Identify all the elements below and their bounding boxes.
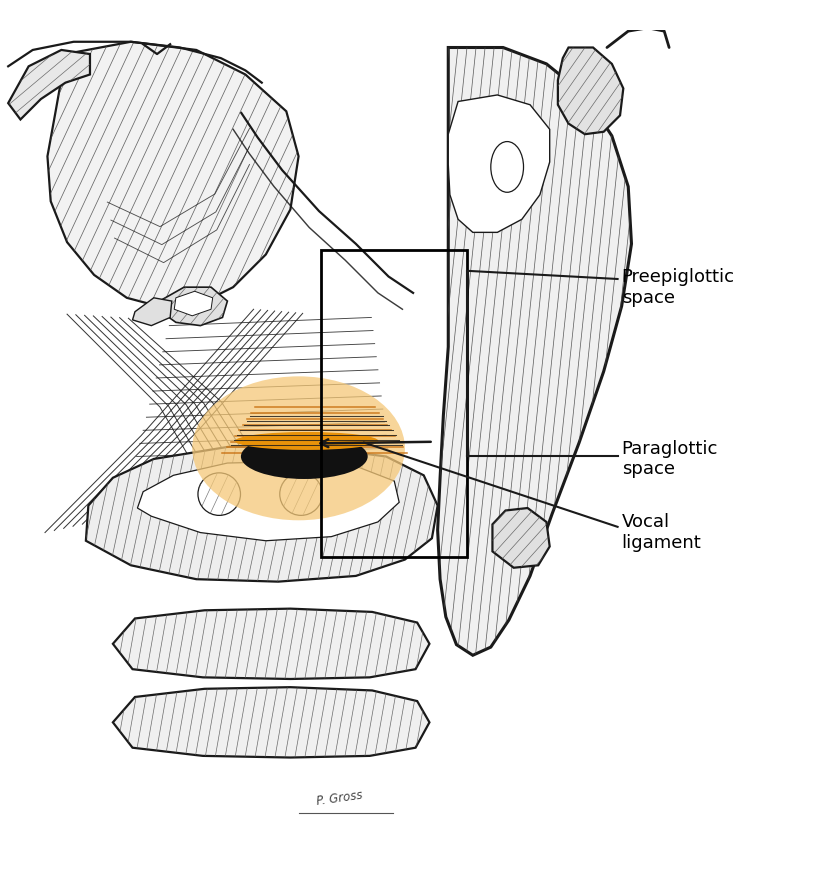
- Polygon shape: [133, 298, 172, 325]
- Polygon shape: [174, 291, 213, 316]
- Polygon shape: [113, 609, 429, 679]
- Polygon shape: [558, 47, 623, 134]
- Ellipse shape: [236, 432, 379, 450]
- Ellipse shape: [192, 376, 405, 520]
- Text: P. Gross: P. Gross: [316, 788, 363, 808]
- Polygon shape: [47, 42, 299, 308]
- Bar: [321, 250, 467, 557]
- Polygon shape: [137, 461, 399, 541]
- Polygon shape: [492, 508, 550, 567]
- Polygon shape: [8, 50, 90, 119]
- Polygon shape: [438, 47, 631, 655]
- Circle shape: [280, 473, 322, 516]
- Polygon shape: [86, 446, 438, 581]
- Text: Paraglottic
space: Paraglottic space: [622, 439, 718, 478]
- Polygon shape: [113, 688, 429, 758]
- Text: Vocal
ligament: Vocal ligament: [622, 513, 701, 552]
- Polygon shape: [448, 95, 550, 232]
- Polygon shape: [160, 287, 227, 325]
- Ellipse shape: [240, 434, 367, 479]
- Circle shape: [198, 473, 240, 516]
- Text: Preepiglottic
space: Preepiglottic space: [622, 267, 735, 307]
- Ellipse shape: [491, 141, 524, 192]
